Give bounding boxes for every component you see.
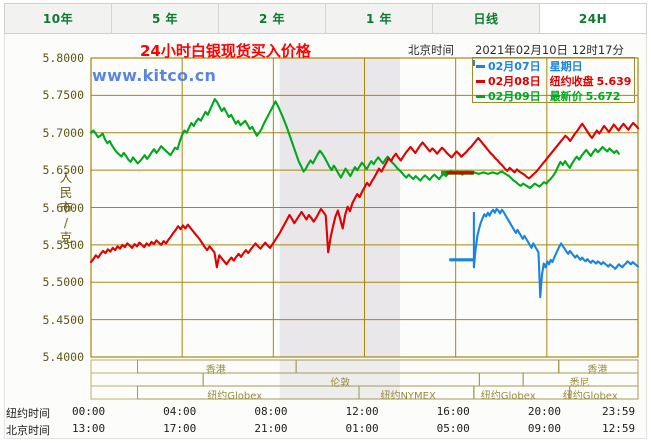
x-axis-tick-label: 04:00 bbox=[163, 405, 197, 418]
tab-10年[interactable]: 10年 bbox=[5, 4, 112, 33]
x-axis-tick-label: 20:00 bbox=[527, 405, 561, 418]
y-axis-tick-label: 5.6000 bbox=[42, 200, 84, 215]
legend-row: 02月09日 最新价 5.672 bbox=[476, 89, 634, 103]
nymex-shaded-region-sessions bbox=[279, 360, 401, 399]
tab-5年[interactable]: 5 年 bbox=[112, 4, 219, 33]
market-session-label: 纽约NYMEX bbox=[380, 391, 436, 402]
x-axis-row: 纽约时间 00:00 04:00 08:00 12:00 16:00 20:00 23:59 bbox=[0, 405, 651, 421]
beijing-time-value: 2021年02月10日 12时17分 bbox=[475, 43, 624, 57]
tab-2年[interactable]: 2 年 bbox=[219, 4, 326, 33]
legend-color-swatch bbox=[476, 79, 485, 83]
series-legend: 02月07日 星期日 02月08日 纽约收盘 5.639 02月09日 最新价 5.672 bbox=[472, 57, 635, 103]
y-axis-tick-label: 5.7500 bbox=[42, 88, 84, 103]
y-caption-char: 民 bbox=[59, 185, 73, 200]
x-axis-row-name: 纽约时间 bbox=[6, 407, 50, 420]
legend-note: 纽约收盘 bbox=[549, 75, 594, 88]
price-chart-svg bbox=[89, 57, 640, 400]
x-axis-tick-label: 12:59 bbox=[602, 422, 636, 435]
x-axis-tick-label: 17:00 bbox=[163, 422, 197, 435]
market-session-bar-outline bbox=[569, 385, 639, 400]
legend-color-swatch bbox=[476, 64, 485, 68]
legend-date: 02月08日 bbox=[488, 75, 541, 88]
series-line-0207-blue bbox=[472, 207, 640, 299]
tab-日线[interactable]: 日线 bbox=[433, 4, 540, 33]
tab-label: 5 年 bbox=[151, 12, 179, 26]
y-axis-tick-label: 5.4500 bbox=[42, 312, 84, 327]
legend-note: 星期日 bbox=[549, 60, 583, 73]
x-axis-tick-label: 08:00 bbox=[254, 405, 288, 418]
legend-date: 02月07日 bbox=[488, 60, 541, 73]
y-caption-char: 克 bbox=[59, 230, 73, 245]
legend-date: 02月09日 bbox=[488, 90, 541, 103]
x-axis-tick-label: 23:59 bbox=[602, 405, 636, 418]
x-axis-tick-label: 00:00 bbox=[72, 405, 106, 418]
tab-24H[interactable]: 24H bbox=[540, 4, 646, 33]
legend-row: 02月08日 纽约收盘 5.639 bbox=[476, 74, 634, 88]
x-axis-tick-label: 09:00 bbox=[527, 422, 561, 435]
y-axis-tick-label: 5.5500 bbox=[42, 237, 84, 252]
x-axis-row-name: 北京时间 bbox=[6, 424, 50, 437]
x-axis-tick-label: 12:00 bbox=[345, 405, 379, 418]
market-session-label: 香港 bbox=[205, 365, 226, 376]
legend-value: 5.639 bbox=[596, 74, 632, 88]
beijing-time-label: 北京时间 bbox=[408, 43, 454, 57]
x-axis-tick-label: 16:00 bbox=[436, 405, 470, 418]
legend-value: 5.672 bbox=[585, 89, 621, 103]
market-session-label: 悉尼 bbox=[569, 378, 590, 389]
tab-label: 24H bbox=[578, 11, 608, 26]
x-axis-tick-label: 01:00 bbox=[345, 422, 379, 435]
y-axis-tick-label: 5.8000 bbox=[42, 51, 84, 65]
legend-note: 最新价 bbox=[549, 90, 583, 103]
legend-color-swatch bbox=[476, 94, 485, 98]
kitco-watermark: www.kitco.cn bbox=[92, 66, 217, 85]
x-axis-row: 北京时间 13:00 17:00 21:00 01:00 05:00 09:00 12:59 bbox=[0, 422, 651, 438]
market-session-label: 纽约Globex bbox=[480, 391, 536, 402]
y-caption-char: / bbox=[63, 215, 69, 230]
timeframe-tabbar: 10年 5 年 2 年 1 年 日线 24H bbox=[4, 3, 647, 34]
y-axis-tick-label: 5.7000 bbox=[42, 125, 84, 140]
plot-frame bbox=[90, 57, 639, 358]
market-session-label: 纽约Globex bbox=[562, 391, 618, 402]
page-title: 24小时白银现货买入价格 bbox=[140, 42, 311, 60]
market-session-label: 伦敦 bbox=[330, 378, 351, 389]
legend-row: 02月07日 星期日 bbox=[476, 59, 634, 73]
tab-label: 10年 bbox=[42, 12, 74, 26]
y-axis-tick-label: 5.4000 bbox=[42, 350, 84, 364]
y-axis-caption: 人民市 / 克 bbox=[58, 170, 74, 245]
chart-container bbox=[4, 34, 647, 439]
tab-label: 2 年 bbox=[258, 12, 286, 26]
tab-1年[interactable]: 1 年 bbox=[326, 4, 433, 33]
x-axis-tick-label: 21:00 bbox=[254, 422, 288, 435]
y-axis-tick-label: 5.5000 bbox=[42, 275, 84, 290]
series-line-0209-green bbox=[89, 98, 620, 190]
x-axis-tick-label: 05:00 bbox=[436, 422, 470, 435]
tab-label: 日线 bbox=[473, 12, 499, 26]
x-axis-tick-label: 13:00 bbox=[72, 422, 106, 435]
market-session-label: 纽约Globex bbox=[207, 391, 263, 402]
y-caption-char: 人 bbox=[59, 170, 73, 185]
series-line-0208-red bbox=[89, 121, 640, 269]
market-session-label: 香港 bbox=[587, 365, 608, 376]
y-caption-char: 市 bbox=[59, 200, 73, 215]
y-axis-tick-label: 5.6500 bbox=[42, 163, 84, 178]
tab-label: 1 年 bbox=[365, 12, 393, 26]
